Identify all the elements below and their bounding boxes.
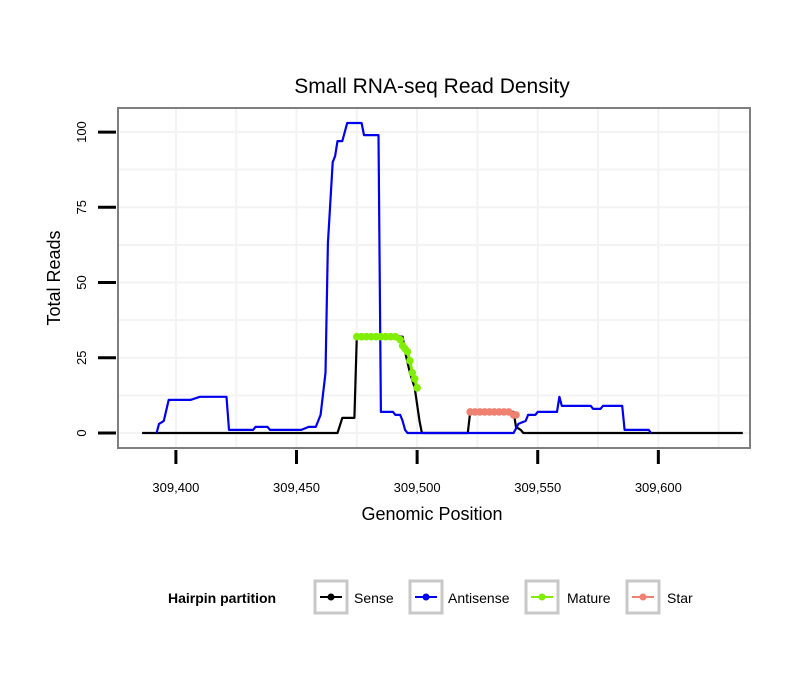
legend-item-sense: Sense bbox=[313, 579, 394, 615]
data-point-mature bbox=[413, 384, 421, 392]
y-tick-label: 75 bbox=[74, 200, 89, 214]
x-axis-title: Genomic Position bbox=[361, 504, 502, 524]
data-point-mature bbox=[406, 356, 414, 365]
data-point-mature bbox=[408, 368, 417, 377]
data-point-mature bbox=[403, 347, 412, 356]
plot-area bbox=[142, 121, 743, 435]
legend-swatch-point bbox=[327, 593, 335, 601]
x-tick-label: 309,400 bbox=[152, 480, 199, 495]
chart-title: Small RNA-seq Read Density bbox=[294, 75, 570, 98]
y-axis-title: Total Reads bbox=[44, 230, 64, 325]
y-tick-label: 50 bbox=[74, 275, 89, 289]
panel-border bbox=[117, 107, 751, 449]
legend-title: Hairpin partition bbox=[168, 590, 276, 606]
y-tick-label: 25 bbox=[74, 351, 89, 365]
y-tick-label: 100 bbox=[74, 121, 89, 143]
data-point-mature bbox=[396, 335, 405, 344]
data-point-star bbox=[512, 411, 520, 419]
legend-swatch-point bbox=[639, 593, 647, 601]
legend: Hairpin partition Sense Antisense Mature St… bbox=[168, 579, 693, 615]
legend-item-antisense: Antisense bbox=[408, 579, 510, 615]
x-tick-label: 309,600 bbox=[635, 480, 682, 495]
legend-label-sense: Sense bbox=[354, 590, 394, 606]
x-tick-label: 309,450 bbox=[273, 480, 320, 495]
legend-label-star: Star bbox=[667, 590, 693, 606]
series-line-antisense bbox=[155, 121, 652, 435]
y-tick-label: 0 bbox=[74, 429, 89, 436]
legend-label-antisense: Antisense bbox=[448, 590, 510, 606]
x-axis: 309,400 309,450 309,500 309,550 309,600 bbox=[152, 450, 682, 495]
series-line-sense bbox=[142, 335, 743, 435]
legend-label-mature: Mature bbox=[567, 590, 611, 606]
legend-swatch-point bbox=[422, 593, 430, 601]
legend-swatch-point bbox=[538, 593, 546, 601]
legend-item-star: Star bbox=[625, 579, 693, 615]
x-tick-label: 309,500 bbox=[394, 480, 441, 495]
y-axis: 0 25 50 75 100 bbox=[74, 121, 116, 437]
data-point-mature bbox=[410, 374, 419, 383]
x-tick-label: 309,550 bbox=[514, 480, 561, 495]
legend-item-mature: Mature bbox=[524, 579, 611, 615]
